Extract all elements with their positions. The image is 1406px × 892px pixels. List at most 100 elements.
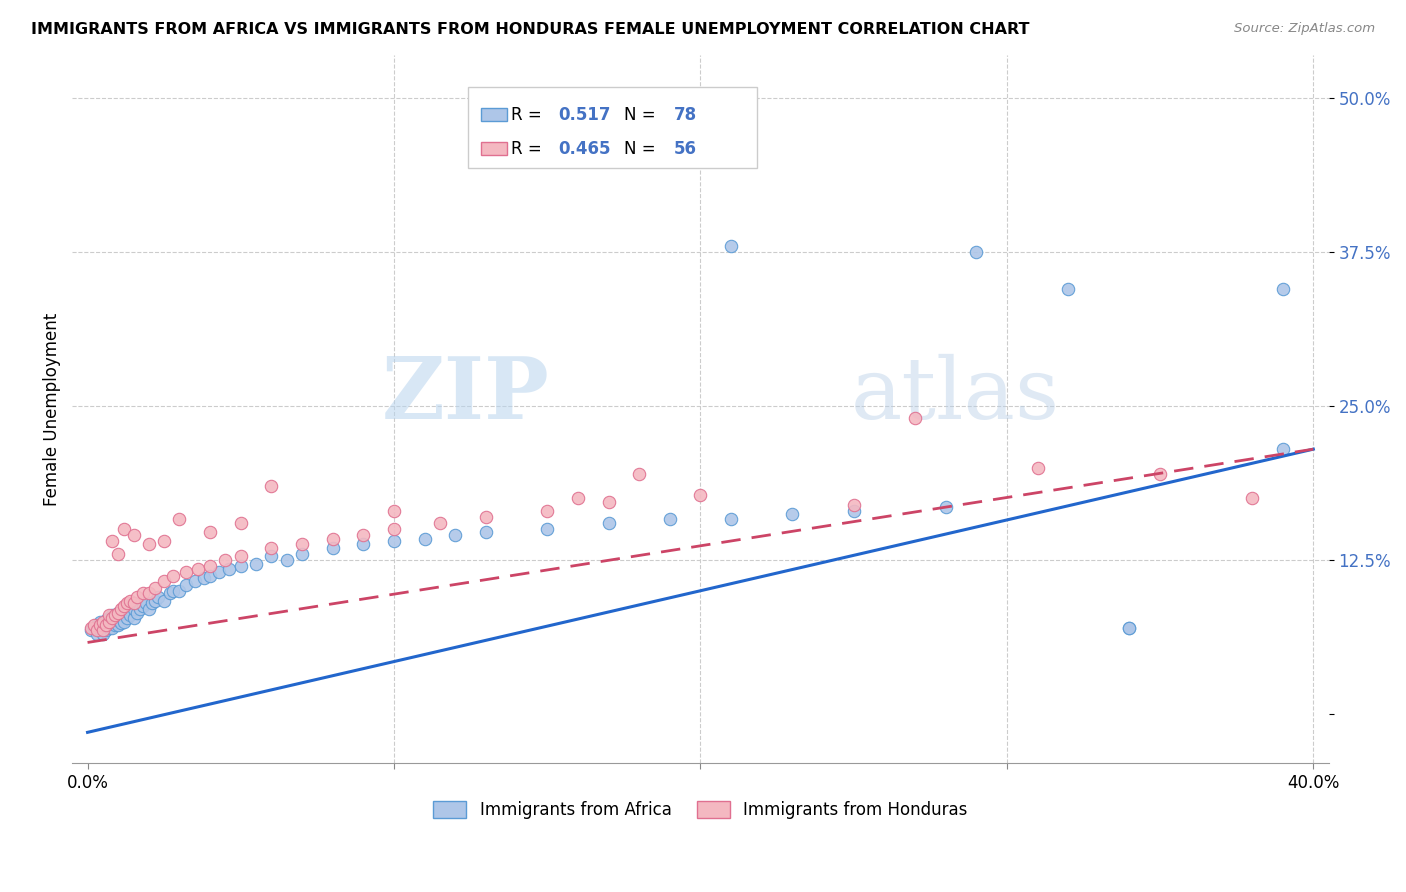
Point [101,534,124,549]
Point [86,627,108,641]
Point [208,566,231,580]
Point [229,549,252,564]
Point [91,621,114,635]
Text: 78: 78 [673,105,697,124]
Text: ZIP: ZIP [382,353,550,437]
Point [125,606,148,620]
Point [169,583,191,598]
Point [94,618,117,632]
Point [86,623,108,637]
Text: R =: R = [510,139,547,158]
Point [138,586,160,600]
Point [98,608,121,623]
Point [229,559,252,574]
Point [536,522,558,536]
Point [214,553,236,567]
Point [91,617,114,632]
Point [260,549,283,564]
Point [107,618,129,632]
Point [98,617,121,632]
Point [104,611,127,625]
Point [598,516,620,530]
Point [1118,621,1140,635]
Point [141,596,163,610]
Legend: Immigrants from Africa, Immigrants from Honduras: Immigrants from Africa, Immigrants from … [426,794,974,826]
Point [125,590,148,604]
Point [79,621,101,635]
Point [198,559,221,574]
Point [1057,282,1080,296]
Point [429,516,451,530]
Point [153,593,176,607]
Point [291,547,314,561]
Point [91,623,114,637]
Point [628,467,651,481]
Point [94,613,117,627]
Point [720,239,742,253]
Text: 0.517: 0.517 [558,105,612,124]
Point [162,569,184,583]
Point [842,498,865,512]
Point [536,504,558,518]
Point [689,146,711,161]
Point [107,613,129,627]
Point [159,586,181,600]
Point [229,516,252,530]
Point [107,606,129,620]
Point [291,537,314,551]
Point [101,621,124,635]
Point [138,537,160,551]
Point [720,512,742,526]
Point [598,495,620,509]
Point [117,596,139,610]
Point [260,479,283,493]
Point [1271,442,1294,457]
Point [1026,460,1049,475]
Point [112,522,135,536]
Point [117,611,139,625]
FancyBboxPatch shape [481,142,508,155]
Point [444,528,467,542]
Point [122,602,145,616]
FancyBboxPatch shape [481,108,508,121]
Point [352,537,374,551]
Point [276,553,298,567]
Point [153,574,176,588]
Point [143,593,166,607]
Point [104,618,127,632]
Point [112,615,135,629]
Text: atlas: atlas [851,353,1060,436]
Point [1149,467,1171,481]
Point [101,615,124,629]
Point [153,534,176,549]
Point [245,557,267,571]
Point [110,608,132,623]
Point [122,528,145,542]
Point [169,512,191,526]
Point [112,599,135,613]
Point [382,534,405,549]
Point [260,541,283,555]
Text: R =: R = [510,105,547,124]
Point [193,571,215,585]
Point [842,504,865,518]
Point [135,596,157,610]
Text: IMMIGRANTS FROM AFRICA VS IMMIGRANTS FROM HONDURAS FEMALE UNEMPLOYMENT CORRELATI: IMMIGRANTS FROM AFRICA VS IMMIGRANTS FRO… [31,22,1029,37]
Point [120,608,142,623]
Point [94,623,117,637]
Point [322,532,344,546]
Point [1118,621,1140,635]
Point [89,615,111,629]
Point [1271,282,1294,296]
Point [782,508,804,522]
Point [110,602,132,616]
Point [104,608,127,623]
Point [101,611,124,625]
Point [132,586,155,600]
Text: 56: 56 [673,139,697,158]
Point [101,608,124,623]
Point [475,524,498,539]
Point [935,500,957,514]
Point [965,245,987,260]
Point [83,618,105,632]
